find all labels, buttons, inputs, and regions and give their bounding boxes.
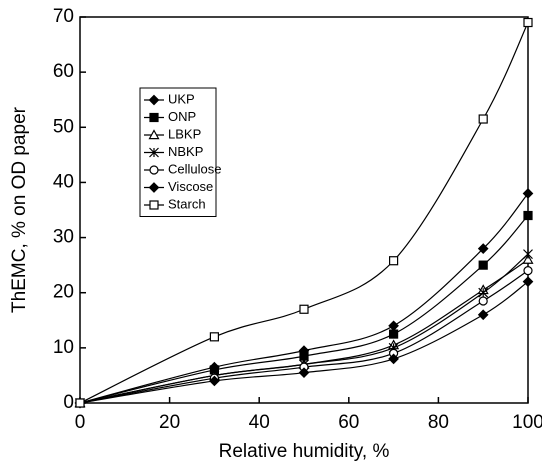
marker xyxy=(522,276,534,288)
y-axis-label: ThEMC, % on OD paper xyxy=(9,106,30,313)
marker xyxy=(523,266,533,276)
marker xyxy=(522,253,534,264)
y-tick-label: 20 xyxy=(53,282,74,303)
legend-label: Cellulose xyxy=(168,161,221,176)
y-tick-label: 40 xyxy=(53,171,74,192)
legend-marker xyxy=(149,200,159,210)
series-line xyxy=(79,259,529,404)
marker xyxy=(523,17,533,28)
legend-label: ONP xyxy=(168,109,196,124)
legend-marker xyxy=(149,147,159,158)
marker xyxy=(478,296,488,306)
y-tick-label: 60 xyxy=(53,61,74,82)
marker xyxy=(478,114,488,124)
marker xyxy=(523,249,533,260)
x-tick-label: 80 xyxy=(428,412,449,433)
marker xyxy=(388,353,399,365)
y-tick-label: 70 xyxy=(53,6,74,27)
legend-marker xyxy=(149,112,159,123)
marker xyxy=(522,188,534,199)
legend-label: UKP xyxy=(168,91,195,106)
x-tick-label: 100 xyxy=(512,412,542,433)
marker xyxy=(477,243,489,254)
series-line xyxy=(79,22,529,404)
legend-label: NBKP xyxy=(168,144,203,159)
y-tick-label: 0 xyxy=(63,392,74,413)
marker xyxy=(388,320,399,332)
marker xyxy=(478,287,489,298)
y-tick-label: 50 xyxy=(53,116,74,137)
marker xyxy=(298,367,310,379)
x-axis-label: Relative humidity, % xyxy=(219,441,390,462)
marker xyxy=(299,304,309,314)
x-tick-label: 20 xyxy=(159,412,180,433)
marker xyxy=(209,375,220,387)
marker xyxy=(478,260,488,270)
y-tick-label: 10 xyxy=(53,337,74,358)
marker xyxy=(75,398,85,408)
legend-marker xyxy=(148,94,160,106)
series-line xyxy=(79,270,529,404)
marker xyxy=(389,329,399,339)
legend-label: Viscose xyxy=(168,179,213,194)
y-tick-label: 30 xyxy=(53,227,74,248)
series-line xyxy=(79,253,529,404)
marker xyxy=(389,256,399,266)
marker xyxy=(523,210,533,221)
x-tick-label: 60 xyxy=(338,412,359,433)
legend-marker xyxy=(148,129,160,140)
legend-marker xyxy=(148,182,160,193)
plot-frame xyxy=(79,16,529,404)
legend-marker xyxy=(149,165,159,175)
x-tick-label: 40 xyxy=(249,412,270,433)
legend-label: LBKP xyxy=(168,126,201,141)
marker xyxy=(209,332,219,342)
x-tick-label: 0 xyxy=(75,412,86,433)
marker xyxy=(477,309,489,321)
legend-label: Starch xyxy=(168,196,206,211)
